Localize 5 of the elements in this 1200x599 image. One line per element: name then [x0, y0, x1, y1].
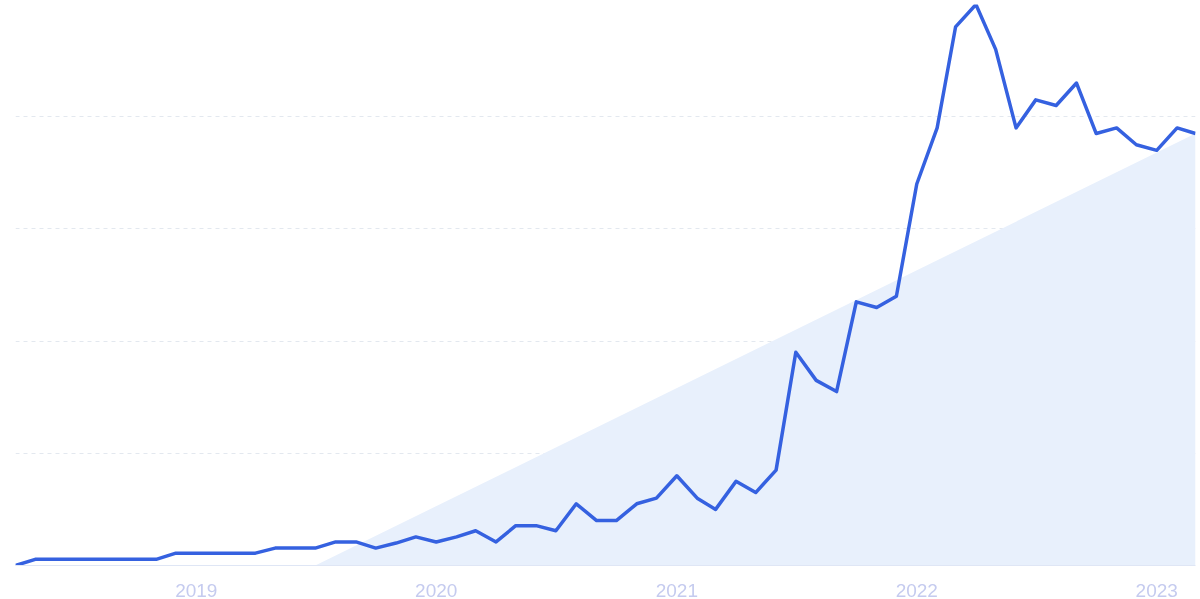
x-tick-label: 2020: [415, 579, 458, 599]
x-tick-label: 2021: [655, 579, 698, 599]
x-tick-label: 2023: [1135, 579, 1178, 599]
x-tick-label: 2022: [895, 579, 938, 599]
x-tick-label: 2019: [175, 579, 218, 599]
